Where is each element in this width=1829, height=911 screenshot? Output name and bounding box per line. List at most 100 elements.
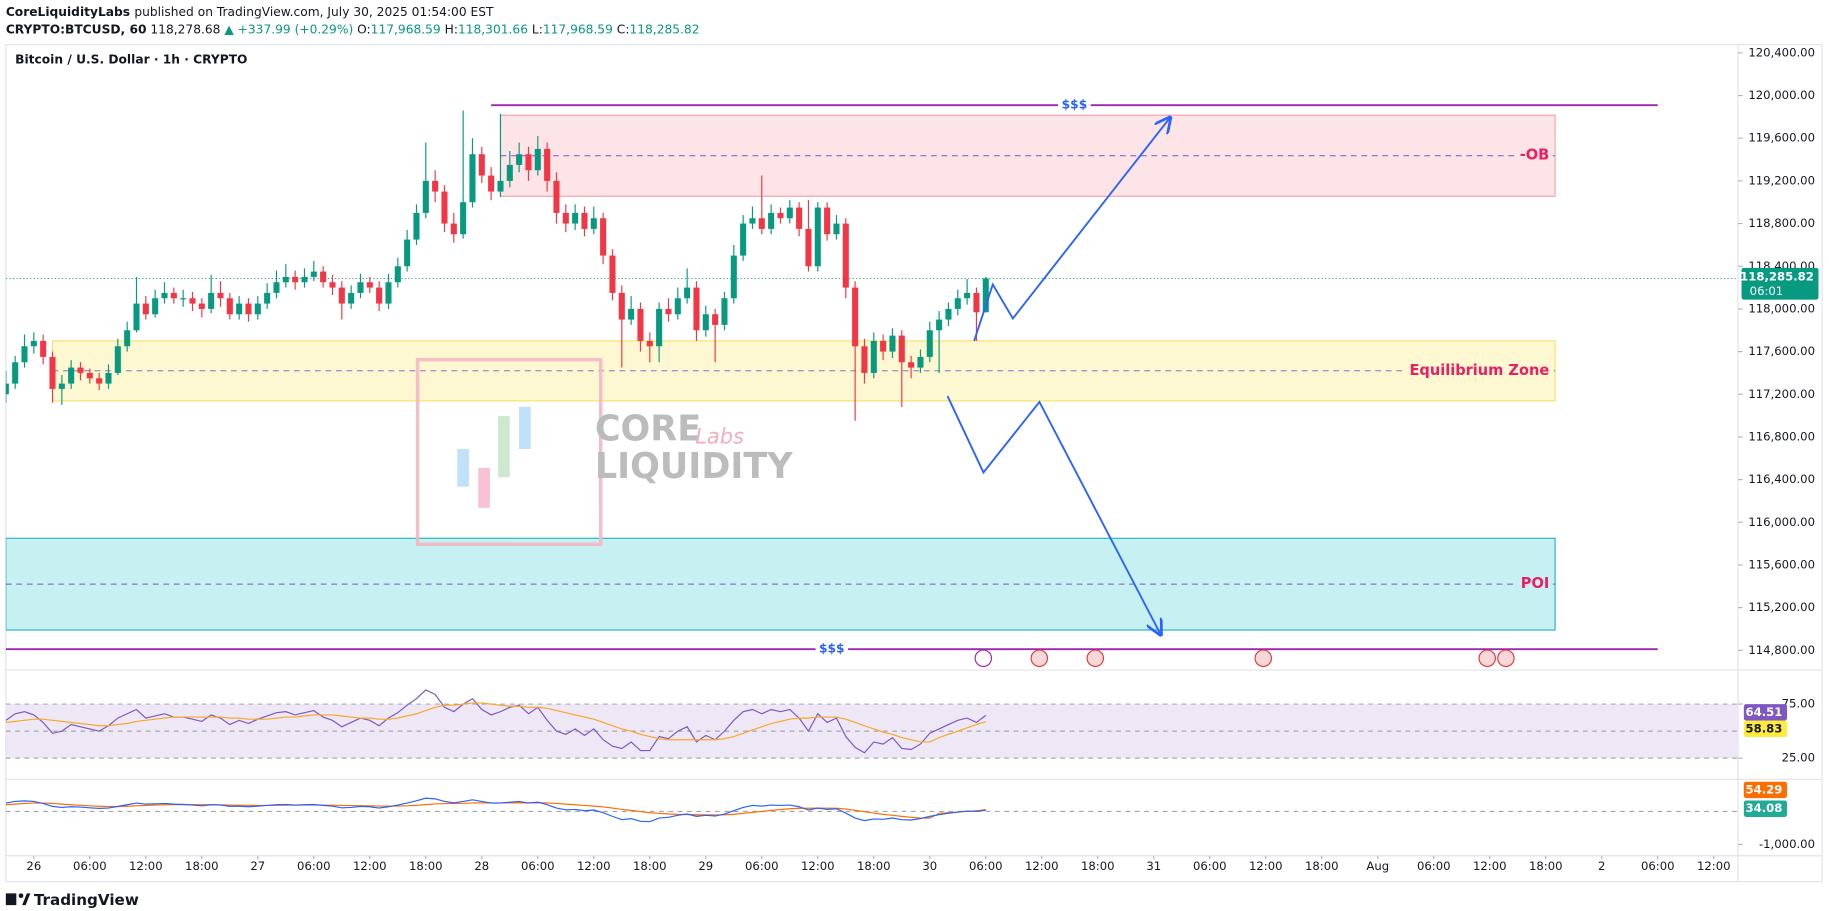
candle-body	[264, 292, 271, 304]
candle-body	[124, 330, 131, 347]
frame	[5, 44, 1823, 883]
x-tick-label: 12:00	[353, 859, 387, 873]
candle-body	[852, 287, 859, 347]
candle-body	[637, 308, 644, 341]
x-tick-label: 30	[922, 859, 937, 873]
candle-body	[413, 212, 420, 240]
value-tag-label: 34.08	[1746, 801, 1783, 815]
x-tick-label: 12:00	[1473, 859, 1507, 873]
candle-body	[226, 298, 233, 315]
candle-body	[656, 308, 663, 347]
x-tick-label: 18:00	[185, 859, 219, 873]
candle-body	[721, 298, 728, 325]
candle-body	[133, 303, 140, 331]
y-tick-label: 114,800.00	[1748, 643, 1815, 657]
symbol: CRYPTO:BTCUSD, 60	[6, 22, 147, 36]
candle-body	[422, 180, 429, 213]
zone-label-bg	[1517, 575, 1553, 593]
x-tick-label: 28	[474, 859, 489, 873]
projection-path	[973, 118, 1170, 342]
candle-body	[245, 303, 252, 315]
publisher-name: CoreLiquidityLabs	[6, 4, 130, 18]
candle-body	[254, 303, 261, 315]
ohlc-label: O:	[357, 22, 371, 36]
y-tick-label: 25.00	[1782, 751, 1815, 765]
x-tick-label: 18:00	[1081, 859, 1115, 873]
x-tick-label: 06:00	[73, 859, 107, 873]
axes: 120,400.00 120,000.00 119,600.00 119,200.00…	[26, 45, 1819, 873]
x-tick-label: 18:00	[1529, 859, 1563, 873]
candle-body	[40, 340, 47, 357]
zone-label: -OB	[1520, 147, 1550, 164]
ohlc-label: C:	[617, 22, 630, 36]
candle-body	[21, 346, 28, 363]
candle-body	[926, 330, 933, 357]
candle-body	[796, 207, 803, 229]
value-tag	[1743, 800, 1788, 817]
liquidity-label: $$$	[1062, 98, 1088, 112]
candle-body	[712, 314, 719, 325]
candle-body	[833, 223, 840, 235]
main-pane: $$$ $$$	[5, 97, 1739, 656]
candle-body	[68, 367, 75, 384]
candle-body	[917, 356, 924, 368]
chart-title: Bitcoin / U.S. Dollar · 1h · CRYPTO	[15, 52, 247, 66]
watermark-text: LIQUIDITY	[595, 446, 793, 487]
candle-body	[572, 212, 579, 224]
watermark-text: Labs	[695, 423, 744, 448]
x-tick-label: 31	[1146, 859, 1161, 873]
watermark-box	[415, 357, 603, 547]
candle-body	[553, 180, 560, 213]
candle-body	[357, 282, 364, 293]
candle-body	[516, 154, 523, 165]
value-tag	[1743, 720, 1788, 738]
ohlc-value: 117,968.59	[371, 22, 441, 36]
candle-body	[217, 292, 224, 299]
candle-body	[768, 212, 775, 229]
x-tick-label: 06:00	[297, 859, 331, 873]
candle-body	[170, 292, 177, 299]
candle-body	[96, 378, 103, 384]
candle-body	[954, 298, 961, 309]
event-icon	[1030, 649, 1049, 668]
ohlc-label: H:	[445, 22, 458, 36]
candle-body	[646, 340, 653, 347]
y-tick-label: 115,200.00	[1748, 600, 1815, 614]
x-tick-label: 12:00	[577, 859, 611, 873]
publisher: CoreLiquidityLabs published on TradingVi…	[6, 4, 494, 18]
candle-body	[814, 207, 821, 267]
logo-mark	[22, 893, 31, 906]
candle-body	[12, 362, 19, 384]
liquidity-label: $$$	[819, 642, 845, 656]
candle-body	[674, 298, 681, 315]
y-tick-label: 117,600.00	[1748, 344, 1815, 358]
candle-body	[161, 292, 168, 299]
indicator-line	[5, 797, 986, 823]
candle-body	[385, 282, 392, 304]
candle-body	[460, 202, 467, 235]
logo-mark	[18, 893, 24, 899]
liquidity-label-bg	[815, 641, 849, 656]
candle-body	[861, 346, 868, 373]
candle-body	[30, 340, 37, 347]
symbol-line: CRYPTO:BTCUSD, 60 118,278.68 ▲ +337.99 (…	[6, 22, 700, 36]
y-tick-label: -1,000.00	[1759, 837, 1815, 851]
watermark: CORE LIQUIDITY Labs	[415, 357, 793, 547]
indicator-line	[5, 689, 987, 754]
candle-body	[702, 314, 709, 331]
candle-body	[320, 271, 327, 283]
candle-body	[49, 356, 56, 389]
last-price: 118,278.68	[150, 22, 220, 36]
event-icon	[1254, 649, 1273, 668]
zones: -OB Equilibrium Zone POI	[5, 114, 1556, 631]
candle-body	[908, 362, 915, 368]
x-tick-label: 12:00	[1697, 859, 1731, 873]
candle-body	[478, 154, 485, 176]
value-tag-label: 64.51	[1746, 705, 1783, 719]
candle-body	[142, 303, 149, 315]
ohlc-value: 118,285.82	[629, 22, 699, 36]
candle-body	[973, 292, 980, 313]
y-tick-label: 116,800.00	[1748, 429, 1815, 443]
event-icon	[1497, 649, 1515, 668]
